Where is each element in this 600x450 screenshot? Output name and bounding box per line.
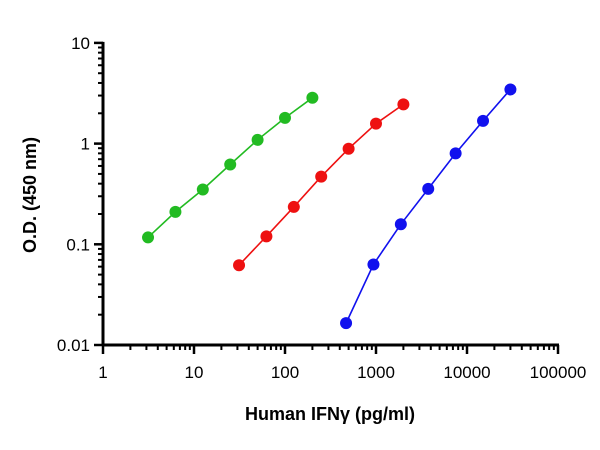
series-1-point	[251, 133, 264, 146]
series-2-point	[342, 142, 355, 155]
plot-area: 1 10 100 1000 10000 100000 0.01 0.1 1 10	[57, 34, 586, 382]
x-tick-label: 100	[271, 363, 299, 382]
x-tick-label: 10000	[443, 363, 490, 382]
series-1-point	[306, 91, 319, 104]
series-3-point	[394, 218, 407, 231]
x-tick-label: 1	[98, 363, 107, 382]
y-tick-label: 0.01	[57, 336, 90, 355]
x-tick-label: 10	[185, 363, 204, 382]
series-1-point	[224, 158, 237, 171]
series-2-point	[260, 230, 273, 243]
x-axis-title: Human IFNγ (pg/ml)	[245, 404, 415, 424]
y-tick-label: 0.1	[66, 235, 90, 254]
series-3-point	[340, 317, 353, 330]
series-2-point	[233, 259, 246, 272]
series-3-point	[422, 182, 435, 195]
y-axis-title: O.D. (450 nm)	[20, 137, 40, 253]
series-3-point	[449, 147, 462, 160]
series-2-point	[370, 117, 382, 130]
series-2-point	[315, 170, 328, 183]
series-1-point	[196, 183, 209, 196]
series-1-point	[279, 111, 291, 124]
series-1-point	[169, 205, 182, 218]
y-tick-label: 10	[71, 34, 90, 53]
series-2-point	[287, 200, 300, 213]
x-tick-label: 1000	[357, 363, 395, 382]
series-1-point	[142, 231, 155, 244]
series-3-point	[367, 258, 380, 271]
y-tick-label: 1	[81, 135, 90, 154]
series-2-point	[397, 98, 410, 111]
series-3-point	[504, 83, 517, 96]
x-tick-label: 100000	[530, 363, 587, 382]
series-3-point	[477, 114, 490, 127]
